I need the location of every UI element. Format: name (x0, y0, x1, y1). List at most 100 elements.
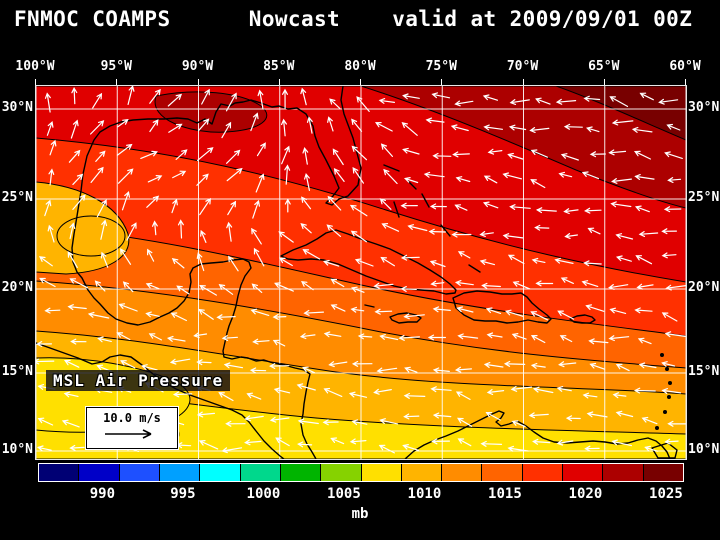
wind-arrow (502, 233, 524, 240)
wind-arrow (37, 417, 54, 426)
graticule (36, 86, 686, 459)
wind-arrow (348, 391, 368, 398)
wind-arrow (244, 439, 262, 446)
map-canvas: MSL Air Pressure 10.0 m/s (35, 85, 687, 460)
wind-arrow (357, 333, 373, 340)
wind-arrow (300, 223, 312, 234)
wind-arrow (511, 333, 527, 340)
wind-arrow (172, 391, 193, 398)
lat-label-right: 10°N (688, 442, 720, 457)
wind-arrow (530, 311, 549, 321)
wind-arrow (374, 122, 393, 132)
wind-arrow (584, 207, 602, 214)
lon-label: 95°W (100, 59, 132, 74)
colorbar-tick-label: 1015 (488, 486, 522, 502)
wind-arrow (201, 88, 210, 105)
wind-arrow (404, 366, 418, 373)
wind-arrow (67, 304, 87, 311)
wind-arrow (535, 280, 554, 287)
wind-arrow (425, 117, 445, 124)
wind-arrow (90, 166, 104, 183)
wind-arrow (644, 445, 658, 452)
wind-arrow (274, 282, 294, 292)
wind-arrow (589, 362, 606, 370)
wind-arrow (509, 204, 531, 210)
wind-arrow (269, 363, 290, 369)
wind-arrow (509, 99, 530, 105)
wind-arrow (351, 360, 373, 367)
lon-tick (278, 79, 280, 85)
wind-arrow (301, 196, 312, 210)
wind-arrow (38, 256, 53, 267)
wind-arrow (589, 151, 606, 158)
wind-arrow (100, 219, 108, 240)
lat-label-right: 30°N (688, 100, 720, 115)
wind-arrow (611, 439, 632, 447)
wind-arrow (402, 444, 419, 451)
wind-arrow (481, 282, 501, 289)
wind-arrow (661, 252, 677, 259)
wind-arrow (126, 222, 137, 241)
wind-arrow (483, 175, 498, 184)
lon-label: 75°W (425, 59, 457, 74)
wind-arrow (400, 254, 420, 261)
wind-arrow (36, 358, 55, 365)
wind-arrow (118, 168, 134, 184)
wind-arrow (503, 360, 526, 367)
wind-arrow (196, 147, 214, 161)
wind-arrow (299, 333, 316, 340)
wind-arrow (326, 224, 342, 237)
coastline-gulf-mexico (71, 86, 362, 459)
colorbar-segment (642, 464, 683, 481)
wind-arrow (638, 231, 659, 237)
wind-arrow (246, 392, 262, 400)
wind-arrow (504, 309, 524, 317)
wind-arrow (634, 205, 650, 213)
page-title: FNMOC COAMPS Nowcast valid at 2009/09/01… (14, 7, 693, 31)
wind-arrow (563, 123, 583, 130)
wind-arrow (332, 148, 344, 166)
wind-arrow (44, 199, 52, 217)
wind-arrow (167, 93, 183, 107)
wind-arrow (47, 224, 55, 243)
wind-arrow (36, 341, 52, 347)
wind-arrow (273, 387, 291, 394)
lon-label: 90°W (181, 59, 214, 74)
wind-arrow (121, 191, 130, 211)
wind-arrow (149, 88, 161, 104)
wind-arrow (69, 222, 76, 240)
wind-arrow (611, 178, 632, 184)
wind-arrow (330, 278, 345, 288)
wind-arrow (72, 194, 86, 210)
colorbar-tick-label: 995 (170, 486, 196, 502)
wind-arrow (508, 124, 527, 131)
wind-arrow (100, 251, 109, 268)
wind-arrow (221, 335, 238, 341)
wind-arrow (637, 337, 652, 345)
wind-arrow (170, 312, 187, 322)
wind-arrow (400, 202, 418, 209)
wind-arrow (585, 304, 605, 312)
lon-tick (360, 79, 361, 85)
lat-label-left: 25°N (1, 190, 33, 205)
wind-arrow (450, 124, 469, 132)
wind-arrow (63, 359, 80, 368)
wind-arrow (583, 95, 601, 102)
lat-label-left: 15°N (1, 364, 33, 379)
wind-scale-legend: 10.0 m/s (85, 406, 179, 450)
wind-arrow (378, 98, 395, 104)
wind-arrow (402, 93, 420, 100)
wind-arrow (44, 92, 51, 113)
wind-arrow (322, 419, 339, 426)
wind-arrow (117, 118, 129, 128)
wind-arrow (534, 224, 550, 231)
colorbar-segment (320, 464, 361, 481)
wind-arrow (507, 254, 525, 265)
wind-arrow (457, 251, 471, 259)
wind-arrow (560, 277, 574, 284)
wind-arrow (304, 172, 310, 191)
lat-label-left: 30°N (1, 100, 33, 115)
wind-arrow (507, 445, 529, 452)
wind-arrow (251, 227, 262, 245)
